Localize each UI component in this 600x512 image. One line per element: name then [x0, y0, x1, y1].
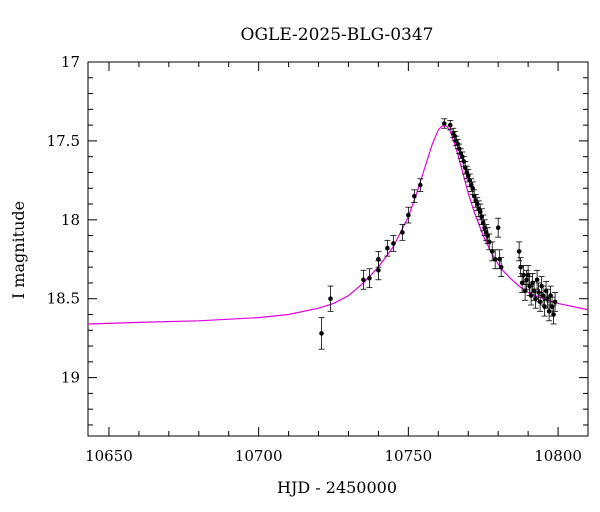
chart-title: OGLE-2025-BLG-0347	[241, 25, 434, 45]
data-point	[405, 206, 412, 224]
x-tick-label: 10750	[384, 447, 432, 465]
data-marker	[328, 296, 333, 302]
data-point	[360, 269, 367, 290]
data-point	[498, 257, 505, 278]
data-point	[366, 268, 373, 289]
data-marker	[552, 299, 558, 305]
data-marker	[385, 245, 390, 251]
data-marker	[540, 293, 546, 298]
data-marker	[528, 293, 534, 298]
y-axis-label: I magnitude	[9, 201, 28, 299]
data-marker	[489, 249, 495, 254]
data-point	[528, 285, 535, 306]
data-point	[441, 118, 448, 129]
data-marker	[400, 230, 405, 235]
data-marker	[525, 272, 531, 278]
data-marker	[495, 225, 501, 230]
data-marker	[441, 121, 447, 126]
x-tick-label: 10650	[85, 447, 133, 465]
data-marker	[447, 122, 453, 128]
data-point	[384, 239, 391, 257]
data-marker	[376, 268, 381, 273]
data-point	[399, 224, 406, 241]
data-point	[375, 250, 382, 268]
data-marker	[492, 256, 498, 262]
data-marker	[521, 272, 526, 278]
model-curve	[88, 124, 588, 325]
data-marker	[391, 241, 396, 246]
data-point	[495, 217, 502, 238]
axis-tick-labels: 10650 10700 10750 10800 17 17.5 18 18.5 19	[47, 53, 582, 465]
data-marker	[319, 331, 324, 336]
data-marker	[537, 299, 543, 305]
x-axis-label: HJD - 2450000	[277, 478, 397, 497]
data-marker	[551, 312, 556, 317]
data-marker	[361, 277, 366, 283]
axis-ticks	[88, 61, 589, 436]
data-marker	[498, 264, 504, 270]
data-point	[546, 301, 553, 322]
data-point	[532, 288, 539, 309]
data-marker	[367, 275, 372, 281]
data-point	[550, 304, 557, 325]
y-tick-label: 19	[61, 369, 80, 387]
data-marker	[412, 193, 417, 199]
y-tick-label: 18	[61, 211, 80, 229]
plot-frame	[87, 61, 589, 437]
data-marker	[518, 264, 523, 270]
data-marker	[548, 293, 553, 298]
y-tick-label: 18.5	[47, 290, 80, 308]
data-marker	[516, 249, 522, 254]
data-marker	[533, 296, 538, 302]
data-point	[417, 178, 424, 192]
data-marker	[406, 212, 411, 218]
data-point	[552, 291, 559, 312]
data-marker	[418, 182, 423, 188]
x-tick-label: 10800	[534, 447, 582, 465]
data-marker	[470, 185, 476, 191]
data-point	[327, 285, 334, 312]
data-marker	[545, 296, 550, 302]
data-points	[318, 118, 559, 350]
data-point	[318, 317, 325, 350]
data-point	[390, 235, 397, 252]
data-point	[492, 249, 499, 270]
data-point	[534, 269, 541, 290]
data-marker	[546, 309, 552, 314]
data-marker	[376, 256, 381, 262]
data-marker	[542, 304, 547, 309]
y-tick-label: 17	[61, 53, 80, 71]
data-marker	[534, 277, 540, 283]
x-tick-label: 10700	[235, 447, 283, 465]
data-point	[411, 189, 418, 203]
y-tick-label: 17.5	[47, 132, 80, 150]
data-marker	[522, 288, 528, 294]
